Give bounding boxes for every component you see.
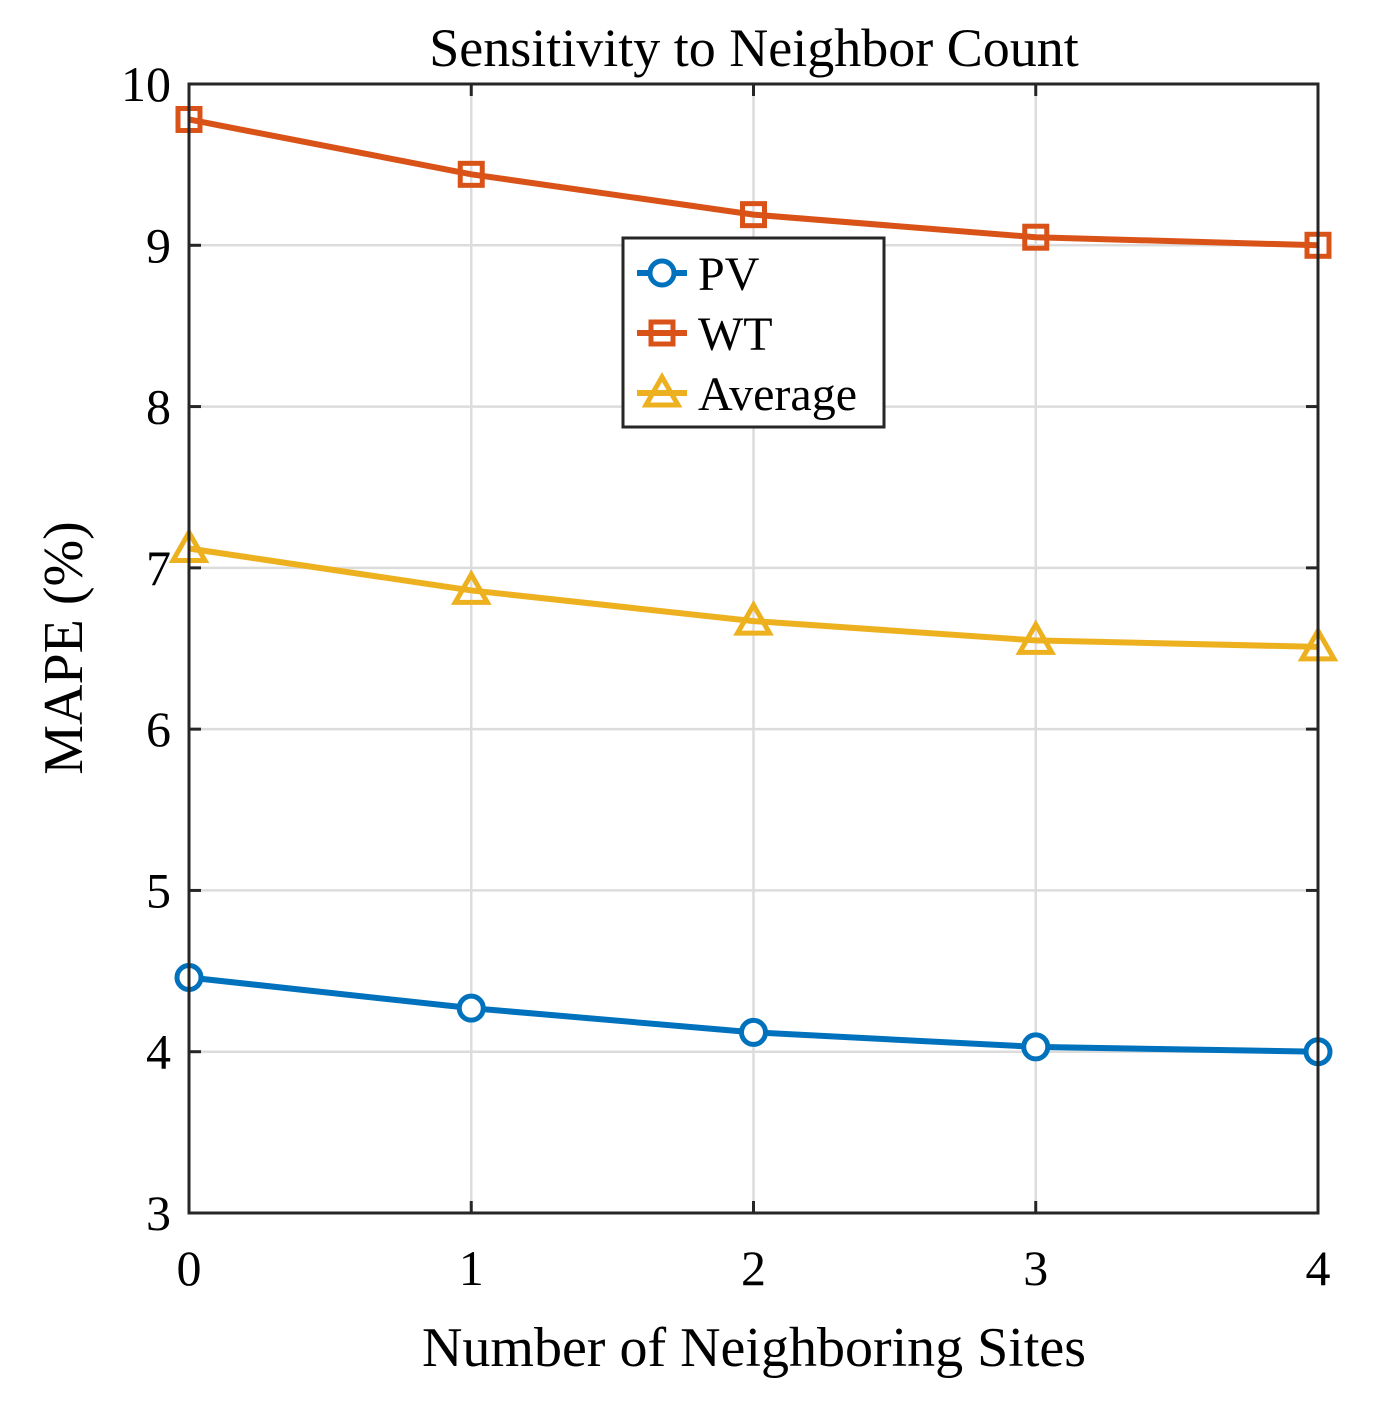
x-tick-label: 4 — [1306, 1240, 1331, 1296]
axis-ticks: 0 1 2 3 4 3 4 5 6 7 8 9 10 — [121, 56, 1331, 1296]
marker-wt — [457, 160, 485, 188]
y-tick-label: 7 — [146, 540, 171, 596]
x-axis-label: Number of Neighboring Sites — [422, 1317, 1086, 1379]
marker-pv — [739, 1017, 768, 1047]
y-tick-label: 6 — [146, 701, 171, 757]
legend-marker-wt — [648, 319, 676, 347]
marker-pv — [1021, 1032, 1051, 1062]
plot-frame — [187, 82, 1320, 1215]
y-tick-label: 8 — [146, 379, 171, 435]
y-tick-label: 5 — [146, 862, 171, 918]
x-tick-label: 3 — [1023, 1240, 1048, 1296]
line-average — [188, 545, 1319, 650]
y-axis-label: MAPE (%) — [33, 521, 95, 775]
marker-wt — [1022, 223, 1050, 251]
x-tick-label: 2 — [741, 1240, 766, 1296]
line-wt — [188, 116, 1319, 249]
x-tick-label: 0 — [177, 1240, 202, 1296]
legend-label-wt: WT — [698, 308, 773, 361]
legend-marker-pv — [647, 258, 677, 288]
legend: PV WT Average — [621, 236, 886, 429]
y-tick-label: 4 — [146, 1024, 171, 1080]
y-tick-label: 3 — [146, 1185, 171, 1241]
marker-pv — [456, 993, 486, 1023]
y-tick-label: 10 — [121, 56, 171, 112]
series-pv — [174, 963, 1333, 1067]
marker-wt — [740, 201, 767, 229]
marker-average — [450, 569, 492, 605]
chart-title: Sensitivity to Neighbor Count — [429, 18, 1079, 78]
marker-average — [733, 600, 774, 636]
legend-label-average: Average — [698, 368, 857, 421]
legend-marker-average — [641, 371, 683, 408]
y-tick-label: 9 — [146, 217, 171, 273]
marker-average — [1015, 619, 1057, 655]
legend-label-pv: PV — [698, 248, 760, 301]
x-tick-label: 1 — [459, 1240, 484, 1296]
